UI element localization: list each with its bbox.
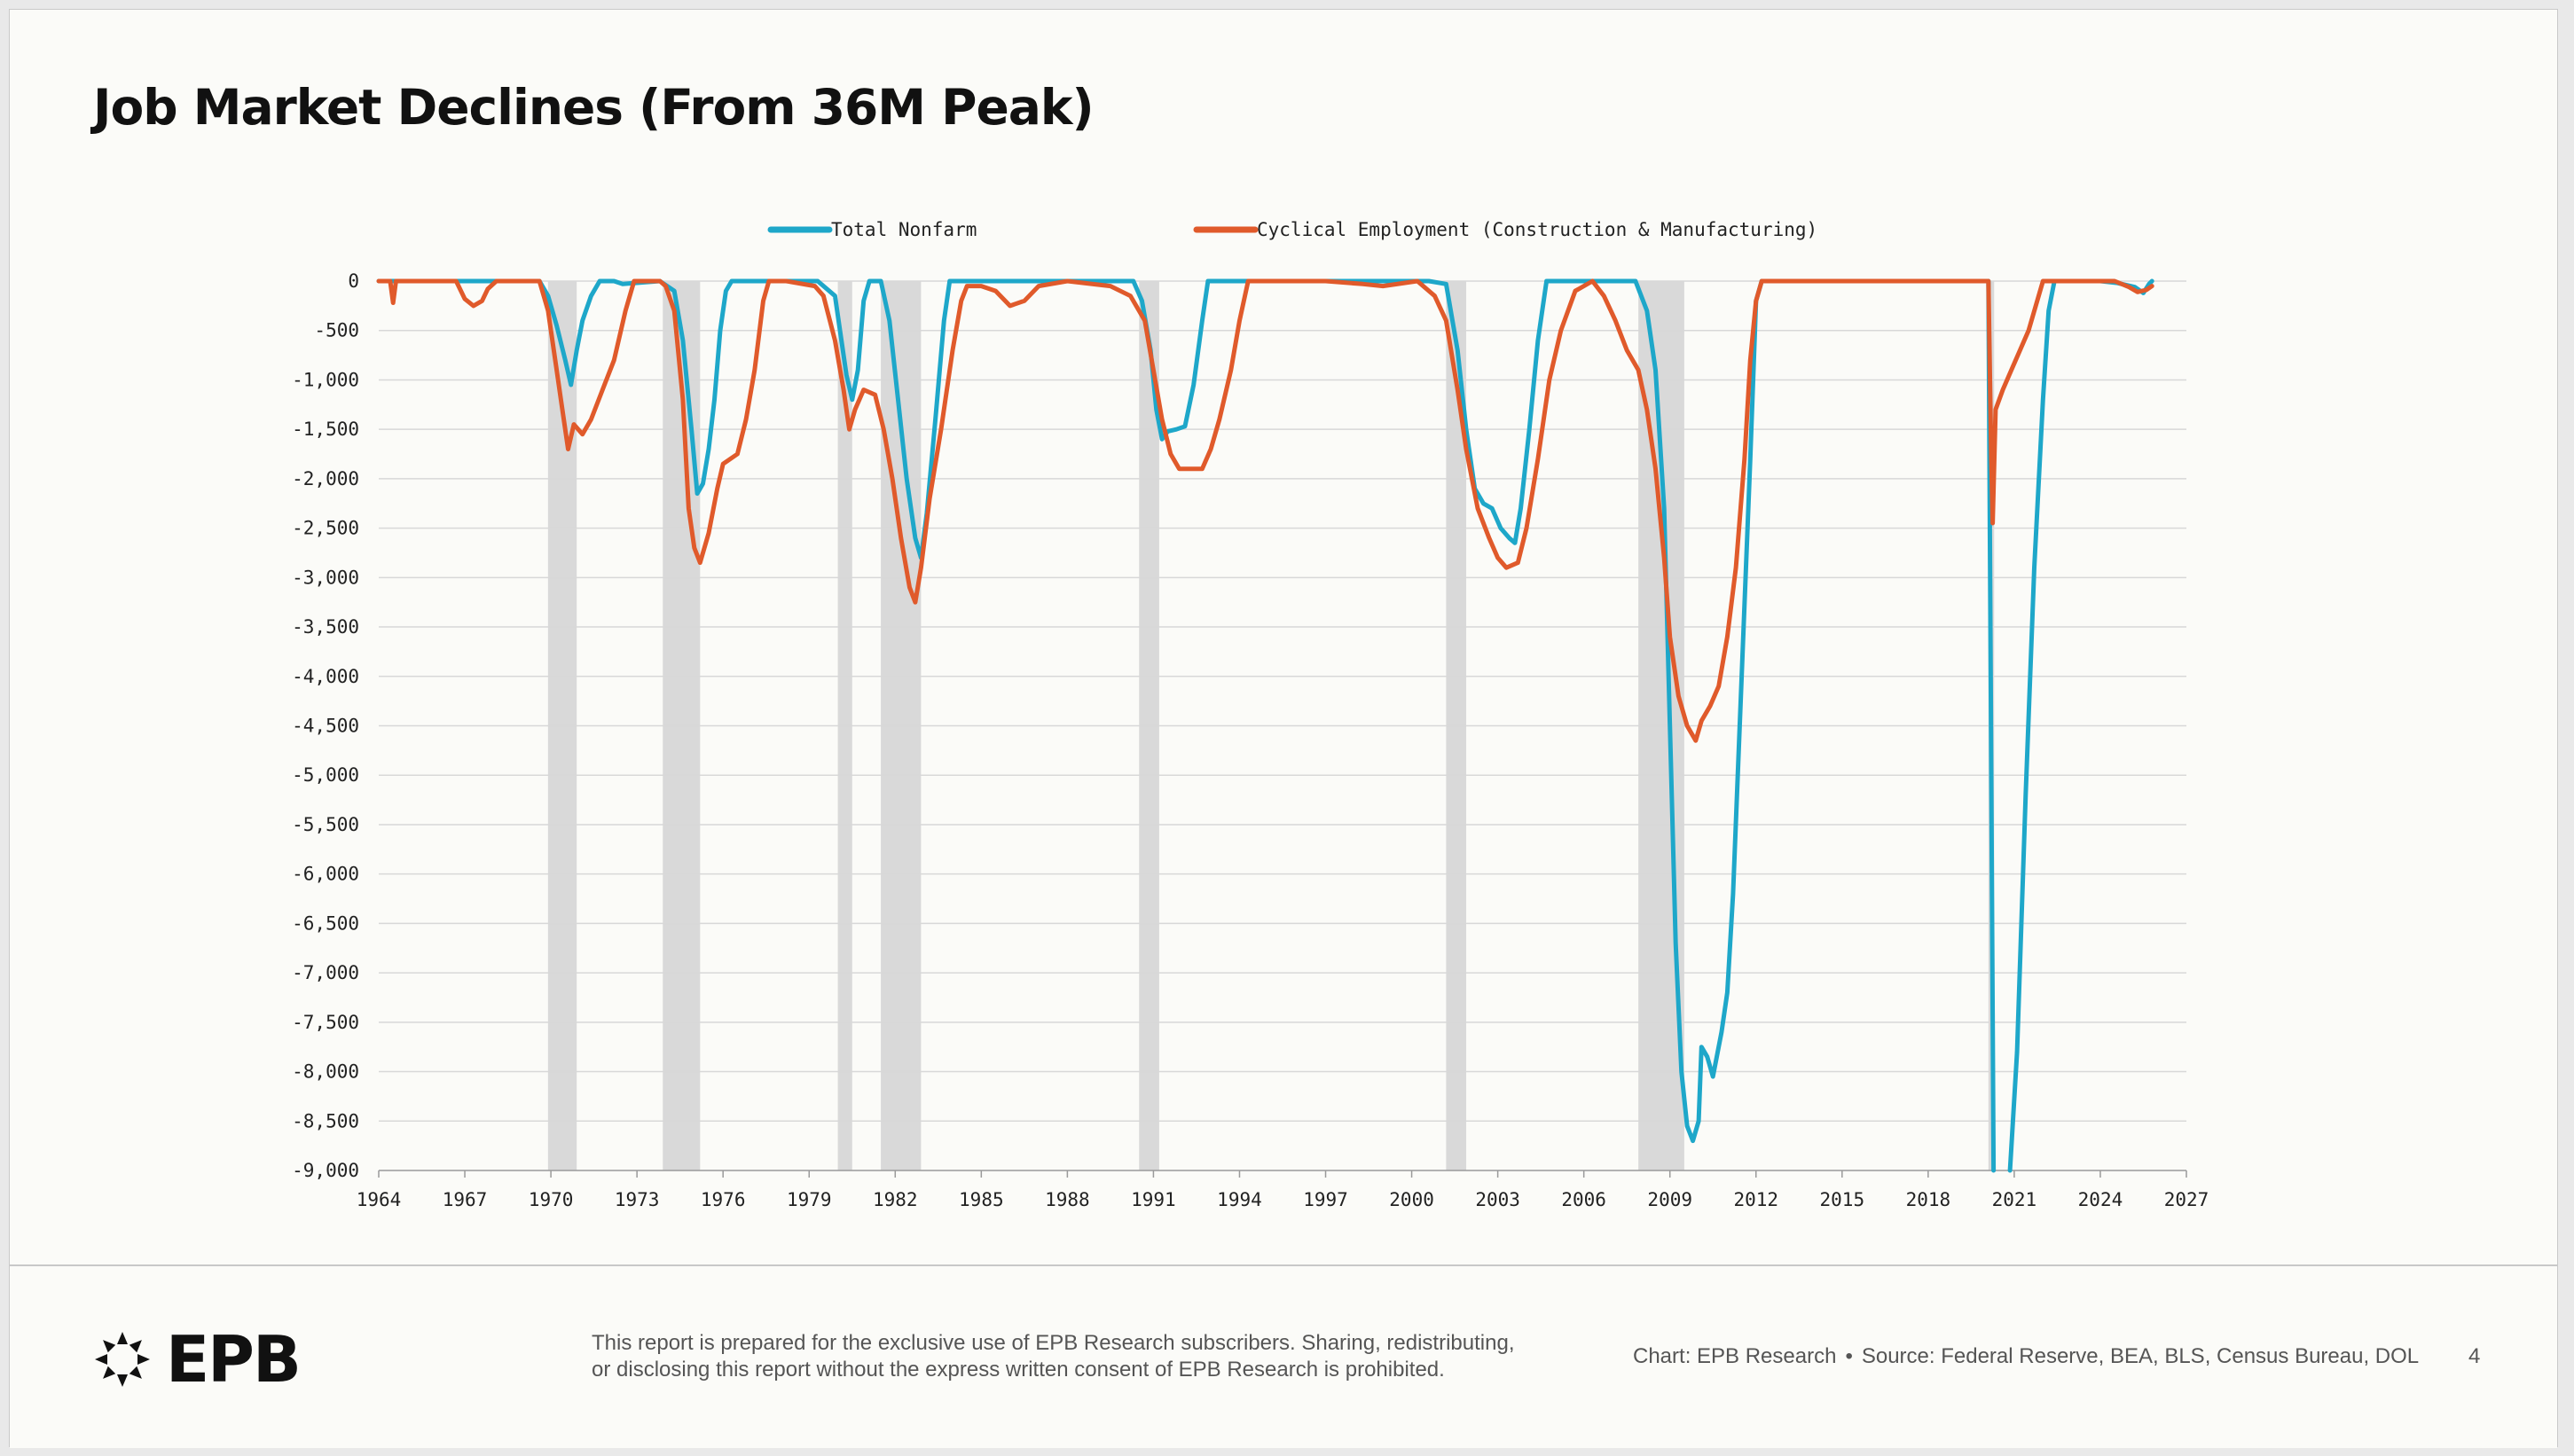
y-tick-label: -4,500 — [292, 716, 359, 737]
y-tick-label: -6,500 — [292, 912, 359, 934]
y-tick-label: -8,000 — [292, 1061, 359, 1083]
y-tick-label: -3,000 — [292, 567, 359, 588]
logo-text: EPB — [166, 1322, 302, 1397]
slide: Job Market Declines (From 36M Peak) 0 -50… — [9, 9, 2558, 1448]
x-tick-label: 2015 — [1820, 1189, 1865, 1210]
logo-ray — [95, 1354, 107, 1365]
x-tick-label: 2012 — [1733, 1189, 1778, 1210]
x-tick-label: 2024 — [2078, 1189, 2123, 1210]
y-tick-label: -8,500 — [292, 1110, 359, 1131]
legend: Total Nonfarm Cyclical Employment (Constr… — [767, 219, 1817, 240]
series-lines — [376, 278, 2154, 1173]
logo-ray — [137, 1354, 150, 1365]
x-tick-label: 1976 — [701, 1189, 746, 1210]
logo-ray — [103, 1366, 116, 1379]
page-title: Job Market Declines (From 36M Peak) — [93, 79, 1095, 136]
source-text: Source: Federal Reserve, BEA, BLS, Censu… — [1861, 1344, 2420, 1368]
x-tick-label: 1991 — [1131, 1189, 1176, 1210]
y-tick-label: -2,500 — [292, 518, 359, 539]
y-tick-label: -7,000 — [292, 962, 359, 983]
x-tick-label: 2009 — [1647, 1189, 1692, 1210]
y-tick-label: -6,000 — [292, 864, 359, 885]
logo-ray — [129, 1366, 142, 1379]
y-tick-label: -4,000 — [292, 666, 359, 687]
y-tick-label: -5,000 — [292, 764, 359, 786]
footer: EPB This report is prepared for the excl… — [10, 1264, 2557, 1448]
x-tick-label: 1994 — [1217, 1189, 1262, 1210]
x-tick-label: 2021 — [1992, 1189, 2037, 1210]
y-axis: 0 -500 -1,000 -1,500 -2,000 -2,500 -3,000 -3,50… — [292, 270, 359, 1181]
legend-label-cyclical: Cyclical Employment (Construction & Manu… — [1257, 219, 1817, 240]
disclaimer-line-2: or disclosing this report without the ex… — [592, 1358, 1445, 1382]
page-number: 4 — [2468, 1344, 2481, 1368]
x-axis: 1964 1967 1970 1973 1976 1979 1982 1985 1988 1991… — [357, 1170, 2209, 1210]
disclaimer: This report is prepared for the exclusiv… — [592, 1330, 1567, 1383]
epb-logo: EPB — [91, 1322, 302, 1397]
grid-lines — [379, 280, 2186, 1171]
chart-credit: Chart: EPB Research — [1633, 1344, 1837, 1368]
y-tick-label: -9,000 — [292, 1160, 359, 1181]
legend-label-total-nonfarm: Total Nonfarm — [831, 219, 977, 240]
y-tick-label: -2,000 — [292, 468, 359, 489]
sunburst-logo-icon — [95, 1332, 150, 1387]
x-tick-label: 1997 — [1303, 1189, 1348, 1210]
x-tick-label: 1973 — [615, 1189, 660, 1210]
logo-ray — [103, 1340, 116, 1353]
separator-dot: • — [1845, 1344, 1853, 1368]
x-tick-label: 2000 — [1389, 1189, 1434, 1210]
x-tick-label: 1985 — [959, 1189, 1004, 1210]
y-tick-label: -1,500 — [292, 419, 359, 440]
line-chart: 0 -500 -1,000 -1,500 -2,000 -2,500 -3,000 -3,50… — [292, 219, 2209, 1210]
logo-ray — [129, 1340, 142, 1353]
x-tick-label: 1970 — [529, 1189, 574, 1210]
cyclical-employment-line — [376, 278, 2154, 743]
x-tick-label: 2006 — [1561, 1189, 1606, 1210]
x-tick-label: 2003 — [1475, 1189, 1520, 1210]
y-tick-label: -5,500 — [292, 814, 359, 835]
y-tick-label: 0 — [348, 270, 359, 292]
total-nonfarm-line — [376, 278, 1997, 1173]
y-tick-label: -3,500 — [292, 616, 359, 638]
y-tick-label: -500 — [314, 320, 359, 341]
x-tick-label: 2027 — [2164, 1189, 2209, 1210]
x-tick-label: 1982 — [873, 1189, 918, 1210]
chart-source: Chart: EPB Research • Source: Federal Rese… — [1633, 1344, 2419, 1369]
y-tick-label: -1,000 — [292, 369, 359, 390]
logo-ray — [117, 1374, 128, 1387]
x-tick-label: 1979 — [787, 1189, 832, 1210]
x-tick-label: 1988 — [1045, 1189, 1090, 1210]
x-tick-label: 2018 — [1906, 1189, 1951, 1210]
disclaimer-line-1: This report is prepared for the exclusiv… — [592, 1331, 1515, 1355]
x-tick-label: 1964 — [357, 1189, 402, 1210]
logo-ray — [117, 1332, 128, 1344]
x-tick-label: 1967 — [443, 1189, 488, 1210]
y-tick-label: -7,500 — [292, 1012, 359, 1033]
